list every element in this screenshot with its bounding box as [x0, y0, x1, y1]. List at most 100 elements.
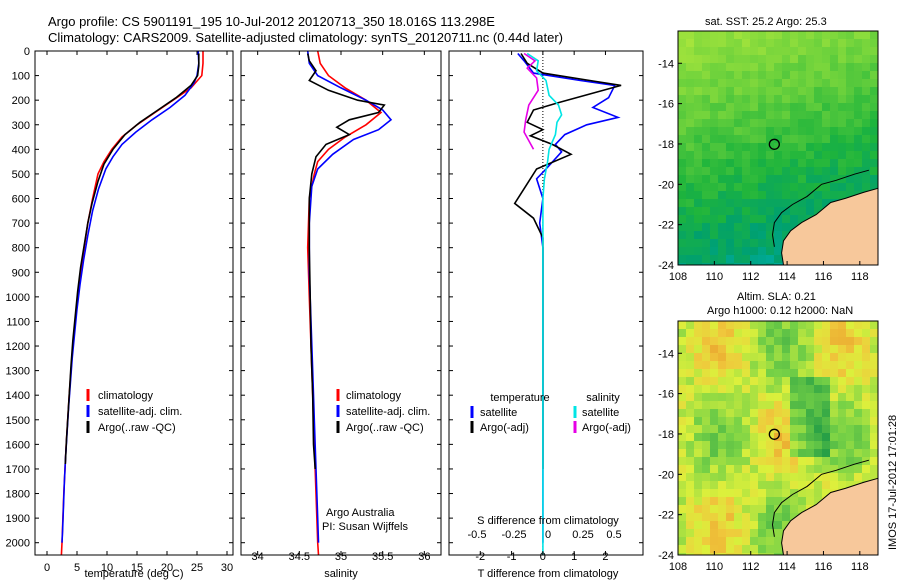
map-cell — [790, 39, 798, 47]
map-cell — [766, 465, 774, 473]
map-cell — [806, 457, 814, 465]
map-cell — [694, 87, 702, 95]
map-cell — [774, 473, 782, 481]
map-cell — [742, 489, 750, 497]
map-cell — [806, 393, 814, 401]
map-cell — [678, 529, 686, 537]
map-cell — [686, 239, 694, 247]
map-cell — [710, 441, 718, 449]
map-cell — [726, 207, 734, 215]
map-cell — [830, 151, 838, 159]
map-cell — [718, 135, 726, 143]
map-cell — [798, 199, 806, 207]
map-cell — [758, 457, 766, 465]
map-cell — [750, 111, 758, 119]
map-cell — [710, 71, 718, 79]
map-cell — [790, 457, 798, 465]
map-cell — [830, 159, 838, 167]
map-cell — [702, 377, 710, 385]
map-cell — [758, 433, 766, 441]
map-cell — [710, 353, 718, 361]
series-line-argo-raw-qc- — [64, 53, 200, 465]
map-cell — [854, 345, 862, 353]
map-cell — [782, 449, 790, 457]
map-cell — [854, 95, 862, 103]
map-cell — [870, 385, 878, 393]
map-cell — [830, 393, 838, 401]
map-cell — [750, 39, 758, 47]
map-cell — [750, 127, 758, 135]
map-cell — [734, 441, 742, 449]
map-cell — [838, 151, 846, 159]
map-cell — [686, 263, 694, 265]
map-cell — [686, 207, 694, 215]
map-cell — [822, 369, 830, 377]
map-cell — [766, 47, 774, 55]
map-cell — [806, 329, 814, 337]
map-cell — [766, 361, 774, 369]
map-cell — [694, 441, 702, 449]
map-cell — [678, 255, 686, 263]
series-line-argo-raw-qc- — [306, 53, 386, 470]
map-lon-label: 116 — [815, 271, 833, 283]
depth-tick-label: 1000 — [6, 292, 30, 304]
map-cell — [822, 393, 830, 401]
map-cell — [710, 329, 718, 337]
map-cell — [854, 425, 862, 433]
map-cell — [702, 135, 710, 143]
map-cell — [678, 135, 686, 143]
map-cell — [838, 135, 846, 143]
map-cell — [798, 47, 806, 55]
map-cell — [750, 401, 758, 409]
map-cell — [702, 63, 710, 71]
map-cell — [798, 385, 806, 393]
map-cell — [742, 159, 750, 167]
map-cell — [846, 353, 854, 361]
map-cell — [718, 183, 726, 191]
map-cell — [782, 95, 790, 103]
map-cell — [846, 175, 854, 183]
map-cell — [734, 231, 742, 239]
map-cell — [854, 417, 862, 425]
map-cell — [734, 207, 742, 215]
map-cell — [758, 401, 766, 409]
map-cell — [718, 433, 726, 441]
map-cell — [862, 135, 870, 143]
map-cell — [798, 345, 806, 353]
map-cell — [702, 159, 710, 167]
map-cell — [854, 175, 862, 183]
map-cell — [734, 87, 742, 95]
map1-title: sat. SST: 25.2 Argo: 25.3 — [705, 16, 827, 28]
map-cell — [854, 135, 862, 143]
map-cell — [742, 247, 750, 255]
map-cell — [694, 465, 702, 473]
map-cell — [854, 119, 862, 127]
map-cell — [774, 505, 782, 513]
map-cell — [798, 505, 806, 513]
annotation-line-1: Argo Australia — [326, 507, 395, 519]
map-cell — [814, 409, 822, 417]
map-cell — [758, 353, 766, 361]
map-cell — [742, 255, 750, 263]
map-cell — [750, 385, 758, 393]
map-cell — [694, 175, 702, 183]
map-cell — [710, 183, 718, 191]
map-cell — [694, 553, 702, 555]
map-cell — [742, 537, 750, 545]
map-cell — [702, 103, 710, 111]
map-cell — [678, 489, 686, 497]
map-cell — [822, 87, 830, 95]
map-cell — [710, 465, 718, 473]
map-cell — [710, 31, 718, 39]
map-cell — [806, 353, 814, 361]
map-cell — [846, 321, 854, 329]
legend-label: satellite — [582, 407, 619, 419]
map-cell — [806, 361, 814, 369]
map-cell — [806, 135, 814, 143]
map-cell — [798, 95, 806, 103]
map-cell — [782, 361, 790, 369]
map-cell — [694, 329, 702, 337]
map-cell — [774, 537, 782, 545]
map-cell — [678, 207, 686, 215]
map-cell — [806, 167, 814, 175]
